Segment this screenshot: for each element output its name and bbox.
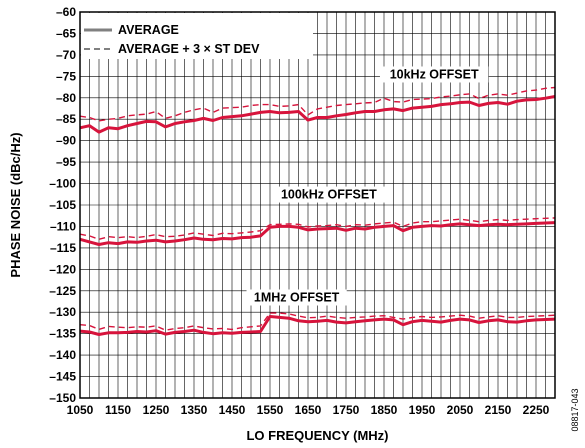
series-line-10khz-average xyxy=(79,95,556,134)
y-tick-label: –150 xyxy=(49,391,76,405)
y-tick-label: –60 xyxy=(56,5,76,19)
x-tick-label: 1850 xyxy=(371,403,398,417)
annotation-1mhz-offset: 1MHz OFFSET xyxy=(254,291,340,305)
y-tick-label: –120 xyxy=(49,262,76,276)
x-tick-label: 1550 xyxy=(257,403,284,417)
x-tick-label: 2050 xyxy=(447,403,474,417)
annotation-10khz-offset: 10kHz OFFSET xyxy=(390,67,479,81)
y-tick-label: –135 xyxy=(49,327,76,341)
y-tick-label: –90 xyxy=(56,134,76,148)
offset-annotations: 10kHz OFFSET 100kHz OFFSET 1MHz OFFSET xyxy=(246,66,489,306)
y-tick-label: –145 xyxy=(49,370,76,384)
y-tick-label: –70 xyxy=(56,48,76,62)
y-tick-label: –80 xyxy=(56,91,76,105)
y-tick-labels: –150 –145 –140 –135 –130 –125 –120 –115 –110 –105… xyxy=(49,5,76,405)
x-tick-label: 1950 xyxy=(409,403,436,417)
y-tick-label: –105 xyxy=(49,198,76,212)
y-axis-title: PHASE NOISE (dBc/Hz) xyxy=(8,132,23,277)
x-tick-label: 1350 xyxy=(181,403,208,417)
x-tick-label: 1250 xyxy=(143,403,170,417)
y-tick-label: –140 xyxy=(49,348,76,362)
x-tick-label: 1450 xyxy=(219,403,246,417)
series-line-1mhz-stdev xyxy=(79,312,556,331)
series-line-10khz-stdev xyxy=(79,86,556,122)
y-tick-label: –75 xyxy=(56,69,76,83)
figure-id: 08817-043 xyxy=(570,388,580,431)
series-line-1mhz-average xyxy=(79,315,556,336)
legend-label-average: AVERAGE xyxy=(118,23,179,37)
legend-background xyxy=(81,13,313,59)
y-tick-label: –130 xyxy=(49,305,76,319)
y-tick-label: –65 xyxy=(56,26,76,40)
y-tick-label: –85 xyxy=(56,112,76,126)
series-line-100khz-average xyxy=(79,221,556,246)
annotation-100khz-offset: 100kHz OFFSET xyxy=(281,188,377,202)
annotation-bg-10khz xyxy=(379,66,489,83)
annotation-bg-1mhz xyxy=(246,289,347,306)
x-tick-label: 2250 xyxy=(523,403,550,417)
legend-label-stdev: AVERAGE + 3 × ST DEV xyxy=(118,42,260,56)
y-tick-label: –100 xyxy=(49,177,76,191)
y-tick-label: –110 xyxy=(50,219,76,233)
y-tick-label: –115 xyxy=(50,241,76,255)
x-tick-label: 1750 xyxy=(333,403,360,417)
annotation-bg-100khz xyxy=(270,186,388,203)
plot-frame xyxy=(79,11,556,399)
y-tick-label: –95 xyxy=(56,155,76,169)
x-tick-label: 2150 xyxy=(485,403,512,417)
series-lines xyxy=(79,86,556,336)
x-axis-title: LO FREQUENCY (MHz) xyxy=(246,428,388,443)
x-tick-labels: 1050 1150 1250 1350 1450 1550 1650 1750 1850 1950… xyxy=(67,403,550,417)
series-line-100khz-stdev xyxy=(79,217,556,241)
y-tick-label: –125 xyxy=(49,284,76,298)
x-tick-label: 1150 xyxy=(105,403,131,417)
legend: AVERAGE AVERAGE + 3 × ST DEV xyxy=(81,13,313,59)
x-tick-label: 1650 xyxy=(295,403,322,417)
x-tick-label: 1050 xyxy=(67,403,94,417)
